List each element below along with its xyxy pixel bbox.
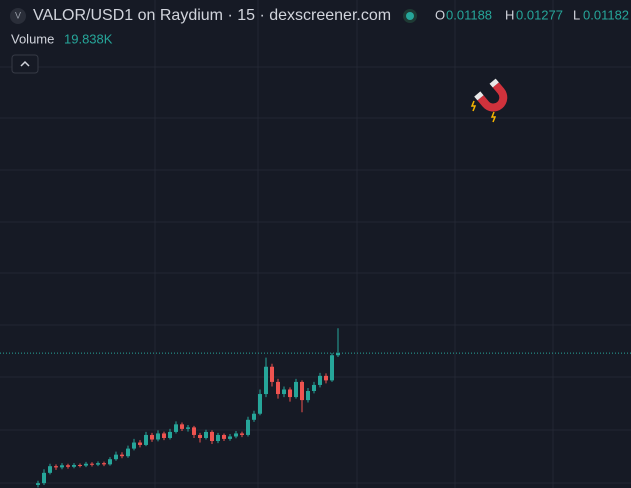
volume-value: 19.838K	[64, 31, 113, 46]
candle-body	[144, 434, 148, 445]
magnet-icon	[474, 78, 508, 112]
ohlc-label: H	[505, 7, 514, 22]
candle-body	[294, 381, 298, 398]
status-dot	[406, 12, 414, 20]
candle-body	[90, 463, 94, 465]
candle-body	[300, 381, 304, 401]
candle-body	[330, 355, 334, 381]
candle-body	[258, 394, 262, 414]
ohlc-value: 0.01277	[516, 7, 563, 22]
symbol-badge: V	[15, 10, 21, 20]
candle-body	[192, 427, 196, 435]
candle-body	[324, 375, 328, 381]
candle-body	[276, 381, 280, 395]
candle-body	[282, 389, 286, 395]
candle-body	[54, 466, 58, 468]
candle-body	[222, 434, 226, 439]
candle-body	[270, 366, 274, 382]
candle-body	[42, 472, 46, 484]
candle-body	[84, 463, 88, 466]
candle-body	[126, 448, 130, 457]
candle-body	[246, 419, 250, 435]
ohlc-value: 0.01182	[583, 7, 629, 22]
candle-body	[102, 463, 106, 465]
candle-body	[336, 353, 340, 356]
candle-body	[180, 424, 184, 429]
candle-body	[210, 431, 214, 442]
candle-body	[216, 434, 220, 442]
candle-body	[138, 442, 142, 445]
candle-body	[78, 464, 82, 466]
candle-body	[150, 434, 154, 440]
candle-body	[186, 427, 190, 429]
ohlc-label: O	[435, 7, 445, 22]
candle-body	[174, 424, 178, 432]
candle-body	[198, 434, 202, 438]
candle-body	[318, 375, 322, 385]
ohlc-label: L	[573, 7, 580, 22]
candle-body	[132, 442, 136, 449]
candle-body	[120, 454, 124, 457]
candle-body	[72, 464, 76, 467]
candle-body	[60, 465, 64, 468]
candle-body	[228, 436, 232, 439]
candle-body	[306, 391, 310, 401]
candle-body	[312, 384, 316, 392]
candle-body	[156, 433, 160, 440]
candle-body	[96, 463, 100, 465]
symbol-icon	[10, 8, 26, 24]
candle-body	[48, 466, 52, 473]
candle-body	[108, 459, 112, 465]
candle-body	[252, 413, 256, 420]
candle-body	[204, 431, 208, 438]
candle-body	[114, 454, 118, 460]
candle-body	[66, 465, 70, 467]
candle-body	[168, 431, 172, 438]
spark	[470, 100, 477, 112]
candle-body	[36, 483, 40, 485]
candle-body	[240, 433, 244, 435]
candle-body	[264, 366, 268, 395]
plot-area	[0, 328, 631, 488]
collapse-button[interactable]	[11, 54, 39, 74]
spark	[490, 111, 497, 123]
ohlc-value: 0.01188	[446, 7, 492, 22]
candle-body	[234, 433, 238, 437]
candle-body	[288, 389, 292, 398]
volume-label: Volume	[11, 31, 54, 46]
chart-title: VALOR/USD1 on Raydium · 15 · dexscreener…	[33, 7, 391, 24]
candle-body	[162, 433, 166, 438]
